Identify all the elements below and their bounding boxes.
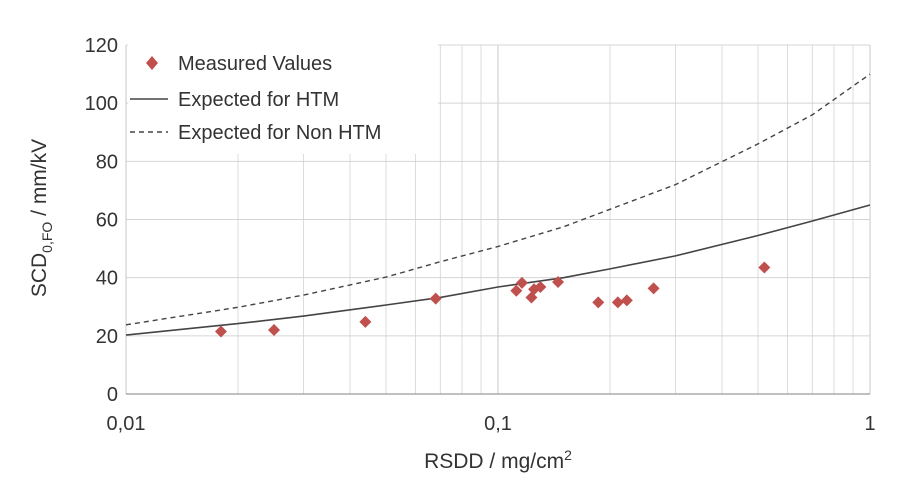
non-htm-expected-line [125, 73, 871, 326]
y-axis-title: SCD0,FO / mm/kV [28, 139, 55, 297]
y-axis-title-tail: / mm/kV [28, 139, 51, 222]
legend-marker-measured [146, 56, 158, 70]
data-point [534, 280, 547, 293]
x-tick-label: 0,1 [484, 413, 512, 435]
legend-background [128, 44, 438, 154]
y-tick-label: 80 [96, 151, 118, 173]
data-point [758, 261, 771, 274]
legend-label-htm: Expected for HTM [178, 89, 339, 111]
data-point [515, 276, 528, 289]
y-tick-label: 20 [96, 326, 118, 348]
y-tick-label: 60 [96, 210, 118, 232]
x-tick-label: 0,01 [107, 413, 146, 435]
htm-expected-line [125, 204, 871, 336]
legend: Measured Values Expected for HTM Expecte… [128, 44, 438, 154]
data-point [214, 325, 227, 338]
legend-label-non-htm: Expected for Non HTM [178, 122, 381, 144]
series-group [125, 73, 871, 338]
data-point [592, 296, 605, 309]
data-point [647, 282, 660, 295]
y-axis-title-sub: 0,FO [39, 222, 55, 253]
y-tick-label: 120 [85, 35, 118, 57]
legend-label-measured: Measured Values [178, 53, 332, 75]
x-tick-label: 1 [864, 413, 875, 435]
x-axis-title: RSDD / mg/cm2 [424, 447, 572, 473]
axes: 0 20 40 60 80 100 120 0,01 0,1 1 [85, 35, 876, 435]
x-axis-title-main: RSDD / mg/cm [424, 450, 564, 473]
data-point [510, 284, 523, 297]
data-point [429, 292, 442, 305]
data-point [611, 296, 624, 309]
data-point [359, 315, 372, 328]
data-point [620, 294, 633, 307]
data-point [552, 276, 565, 289]
y-tick-label: 40 [96, 268, 118, 290]
data-point [268, 324, 281, 337]
y-axis-title-main: SCD [28, 253, 51, 297]
y-tick-label: 100 [85, 93, 118, 115]
y-tick-label: 0 [107, 384, 118, 406]
x-axis-title-sup: 2 [564, 447, 572, 463]
